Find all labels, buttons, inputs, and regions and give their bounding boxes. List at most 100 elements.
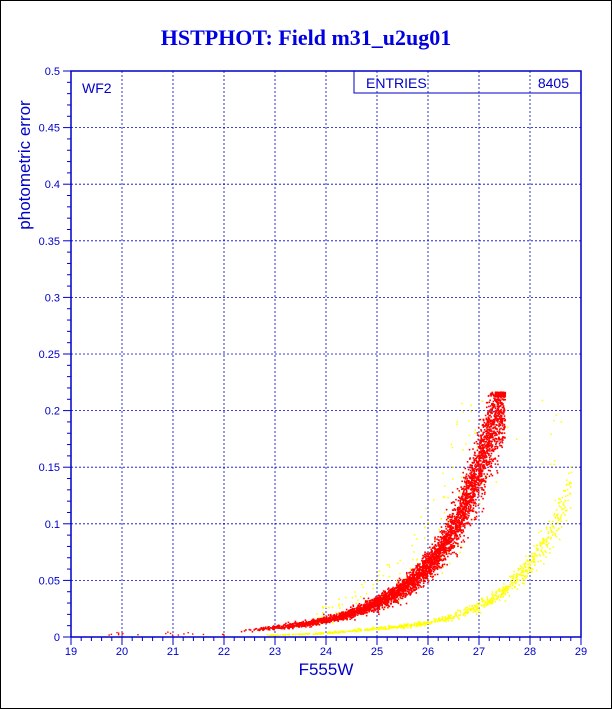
data-point-yellow (304, 632, 307, 635)
data-point-red (281, 625, 284, 628)
data-point-yellow (532, 556, 535, 558)
data-point-red (414, 589, 416, 592)
data-point-red (318, 618, 321, 621)
data-point-red (483, 438, 486, 440)
data-point-red (315, 619, 318, 622)
data-point-yellow (527, 567, 530, 569)
data-point-yellow (549, 463, 552, 465)
data-point-yellow (452, 478, 454, 480)
data-point-yellow (396, 627, 399, 629)
data-point-yellow (516, 573, 519, 575)
data-point-red (425, 559, 428, 562)
data-point-red (294, 622, 297, 624)
data-point-red (500, 414, 503, 417)
data-point-yellow (400, 625, 402, 628)
data-point-yellow (553, 513, 556, 515)
data-point-red (475, 461, 478, 463)
data-point-red (486, 428, 489, 431)
data-point-yellow (522, 579, 524, 581)
data-point-yellow (397, 562, 399, 565)
data-point-yellow (447, 496, 449, 499)
data-point-red (479, 440, 481, 443)
data-point-red (442, 542, 444, 545)
data-point-red (424, 571, 427, 574)
data-point-red (367, 606, 369, 608)
data-point-yellow (279, 634, 282, 636)
data-point-red (457, 538, 460, 540)
data-point-red (428, 560, 431, 563)
data-point-yellow (433, 499, 435, 501)
data-point-yellow (567, 494, 569, 497)
data-point-yellow (520, 572, 522, 574)
data-point-yellow (385, 628, 387, 630)
data-point-red (442, 530, 445, 532)
data-point-red (457, 526, 460, 528)
data-point-red (445, 508, 448, 511)
data-point-red (444, 522, 447, 525)
data-point-red (499, 395, 501, 398)
data-point-red (483, 493, 486, 495)
data-point-red (267, 627, 269, 629)
data-point-red (472, 474, 474, 476)
data-point-yellow (378, 627, 381, 630)
data-point-red (483, 467, 486, 469)
data-point-red (494, 434, 496, 437)
data-point-red (384, 602, 387, 605)
data-point-red (450, 518, 453, 521)
data-point-yellow (513, 581, 516, 583)
data-point-red (493, 403, 496, 406)
data-point-red (494, 411, 497, 414)
data-point-red (393, 594, 396, 597)
data-point-red (435, 545, 437, 547)
data-point-red (445, 551, 448, 554)
data-point-red (471, 481, 474, 484)
data-point-yellow (458, 614, 460, 617)
data-point-red (272, 626, 274, 628)
data-point-red (461, 480, 463, 483)
data-point-red (437, 542, 439, 545)
data-point-yellow (387, 625, 390, 627)
data-point-red (436, 557, 439, 560)
data-point-red (473, 479, 476, 482)
data-point-yellow (476, 613, 478, 615)
data-point-red (472, 495, 475, 498)
data-point-red (323, 620, 326, 622)
data-point-red (379, 597, 382, 600)
data-point-yellow (514, 585, 516, 588)
data-point-red (399, 590, 401, 592)
data-point-red (413, 583, 416, 586)
data-point-red (417, 584, 420, 587)
data-point-red (455, 528, 457, 530)
data-point-red (437, 544, 439, 547)
data-point-yellow (568, 472, 570, 475)
data-point-red (487, 461, 490, 464)
data-point-red (375, 603, 378, 605)
data-point-red (273, 627, 276, 629)
data-point-red (296, 622, 298, 625)
data-point-red (438, 543, 440, 546)
data-point-red (477, 454, 479, 457)
data-point-yellow (475, 605, 478, 607)
data-point-red (459, 526, 461, 529)
data-point-yellow (523, 571, 525, 573)
data-point-red (456, 524, 458, 527)
data-point-red (389, 591, 392, 593)
data-point-yellow (510, 582, 513, 584)
data-point-red (323, 618, 326, 620)
data-point-yellow (365, 592, 368, 595)
data-point-red (478, 454, 481, 456)
data-point-red (445, 532, 448, 535)
data-point-yellow (322, 632, 325, 635)
data-point-red (481, 488, 483, 491)
data-point-yellow (425, 622, 428, 624)
data-point-red (269, 627, 272, 629)
data-point-red (362, 611, 365, 613)
data-point-red (454, 532, 457, 535)
data-point-yellow (401, 625, 403, 627)
data-point-red (363, 610, 366, 612)
data-point-yellow (535, 569, 538, 572)
data-point-red (424, 567, 427, 570)
data-point-red (499, 409, 502, 412)
data-point-yellow (455, 611, 458, 614)
data-point-red (453, 515, 456, 518)
